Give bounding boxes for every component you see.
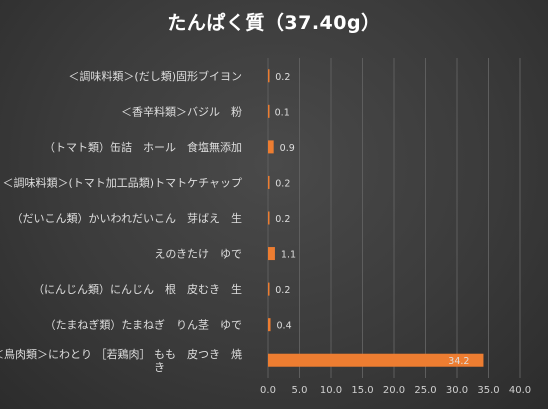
chart-title: たんぱく質（37.40g） (167, 12, 381, 34)
data-label: 0.2 (275, 285, 290, 296)
bar (268, 211, 270, 225)
bar (268, 140, 274, 154)
bar (268, 69, 270, 83)
category-label: （だいこん類）かいわれだいこん 芽ばえ 生 (12, 211, 242, 225)
bar (268, 175, 270, 189)
bar (268, 353, 484, 367)
category-label: （たまねぎ類）たまねぎ りん茎 ゆで (45, 318, 242, 332)
x-tick-label: 25.0 (414, 385, 436, 396)
data-label: 0.1 (275, 107, 290, 118)
category-label: ＜香辛料類＞バジル 粉 (121, 104, 242, 118)
x-tick-label: 15.0 (351, 385, 373, 396)
x-tick-label: 0.0 (260, 385, 276, 396)
x-tick-label: 40.0 (509, 385, 531, 396)
x-tick-label: 5.0 (292, 385, 308, 396)
data-label: 34.2 (448, 356, 469, 367)
category-label: ＜調味料類＞(だし類)固形ブイヨン (68, 69, 242, 83)
data-label: 0.2 (275, 178, 290, 189)
category-label-line: ＜鳥肉類＞にわとり ［若鶏肉］ もも 皮つき 焼 (0, 347, 242, 361)
bar (268, 318, 271, 332)
x-tick-label: 30.0 (446, 385, 468, 396)
x-tick-label: 20.0 (383, 385, 405, 396)
data-label: 0.4 (277, 321, 292, 332)
x-tick-label: 10.0 (320, 385, 342, 396)
category-label: （にんじん類）にんじん 根 皮むき 生 (33, 282, 242, 296)
data-label: 0.2 (275, 72, 290, 83)
category-label: ＜鳥肉類＞にわとり ［若鶏肉］ もも 皮つき 焼き (0, 347, 242, 374)
category-label: （トマト類）缶詰 ホール 食塩無添加 (44, 140, 242, 154)
bar (268, 282, 270, 296)
data-label: 0.2 (275, 214, 290, 225)
bar (268, 247, 275, 261)
data-label: 0.9 (280, 143, 295, 154)
category-label: ＜調味料類＞(トマト加工品類)トマトケチャップ (3, 175, 242, 189)
category-label-line: き (154, 361, 165, 374)
x-tick-label: 35.0 (477, 385, 499, 396)
bar (268, 104, 270, 118)
category-label: えのきたけ ゆで (154, 248, 242, 261)
data-label: 1.1 (281, 250, 296, 261)
